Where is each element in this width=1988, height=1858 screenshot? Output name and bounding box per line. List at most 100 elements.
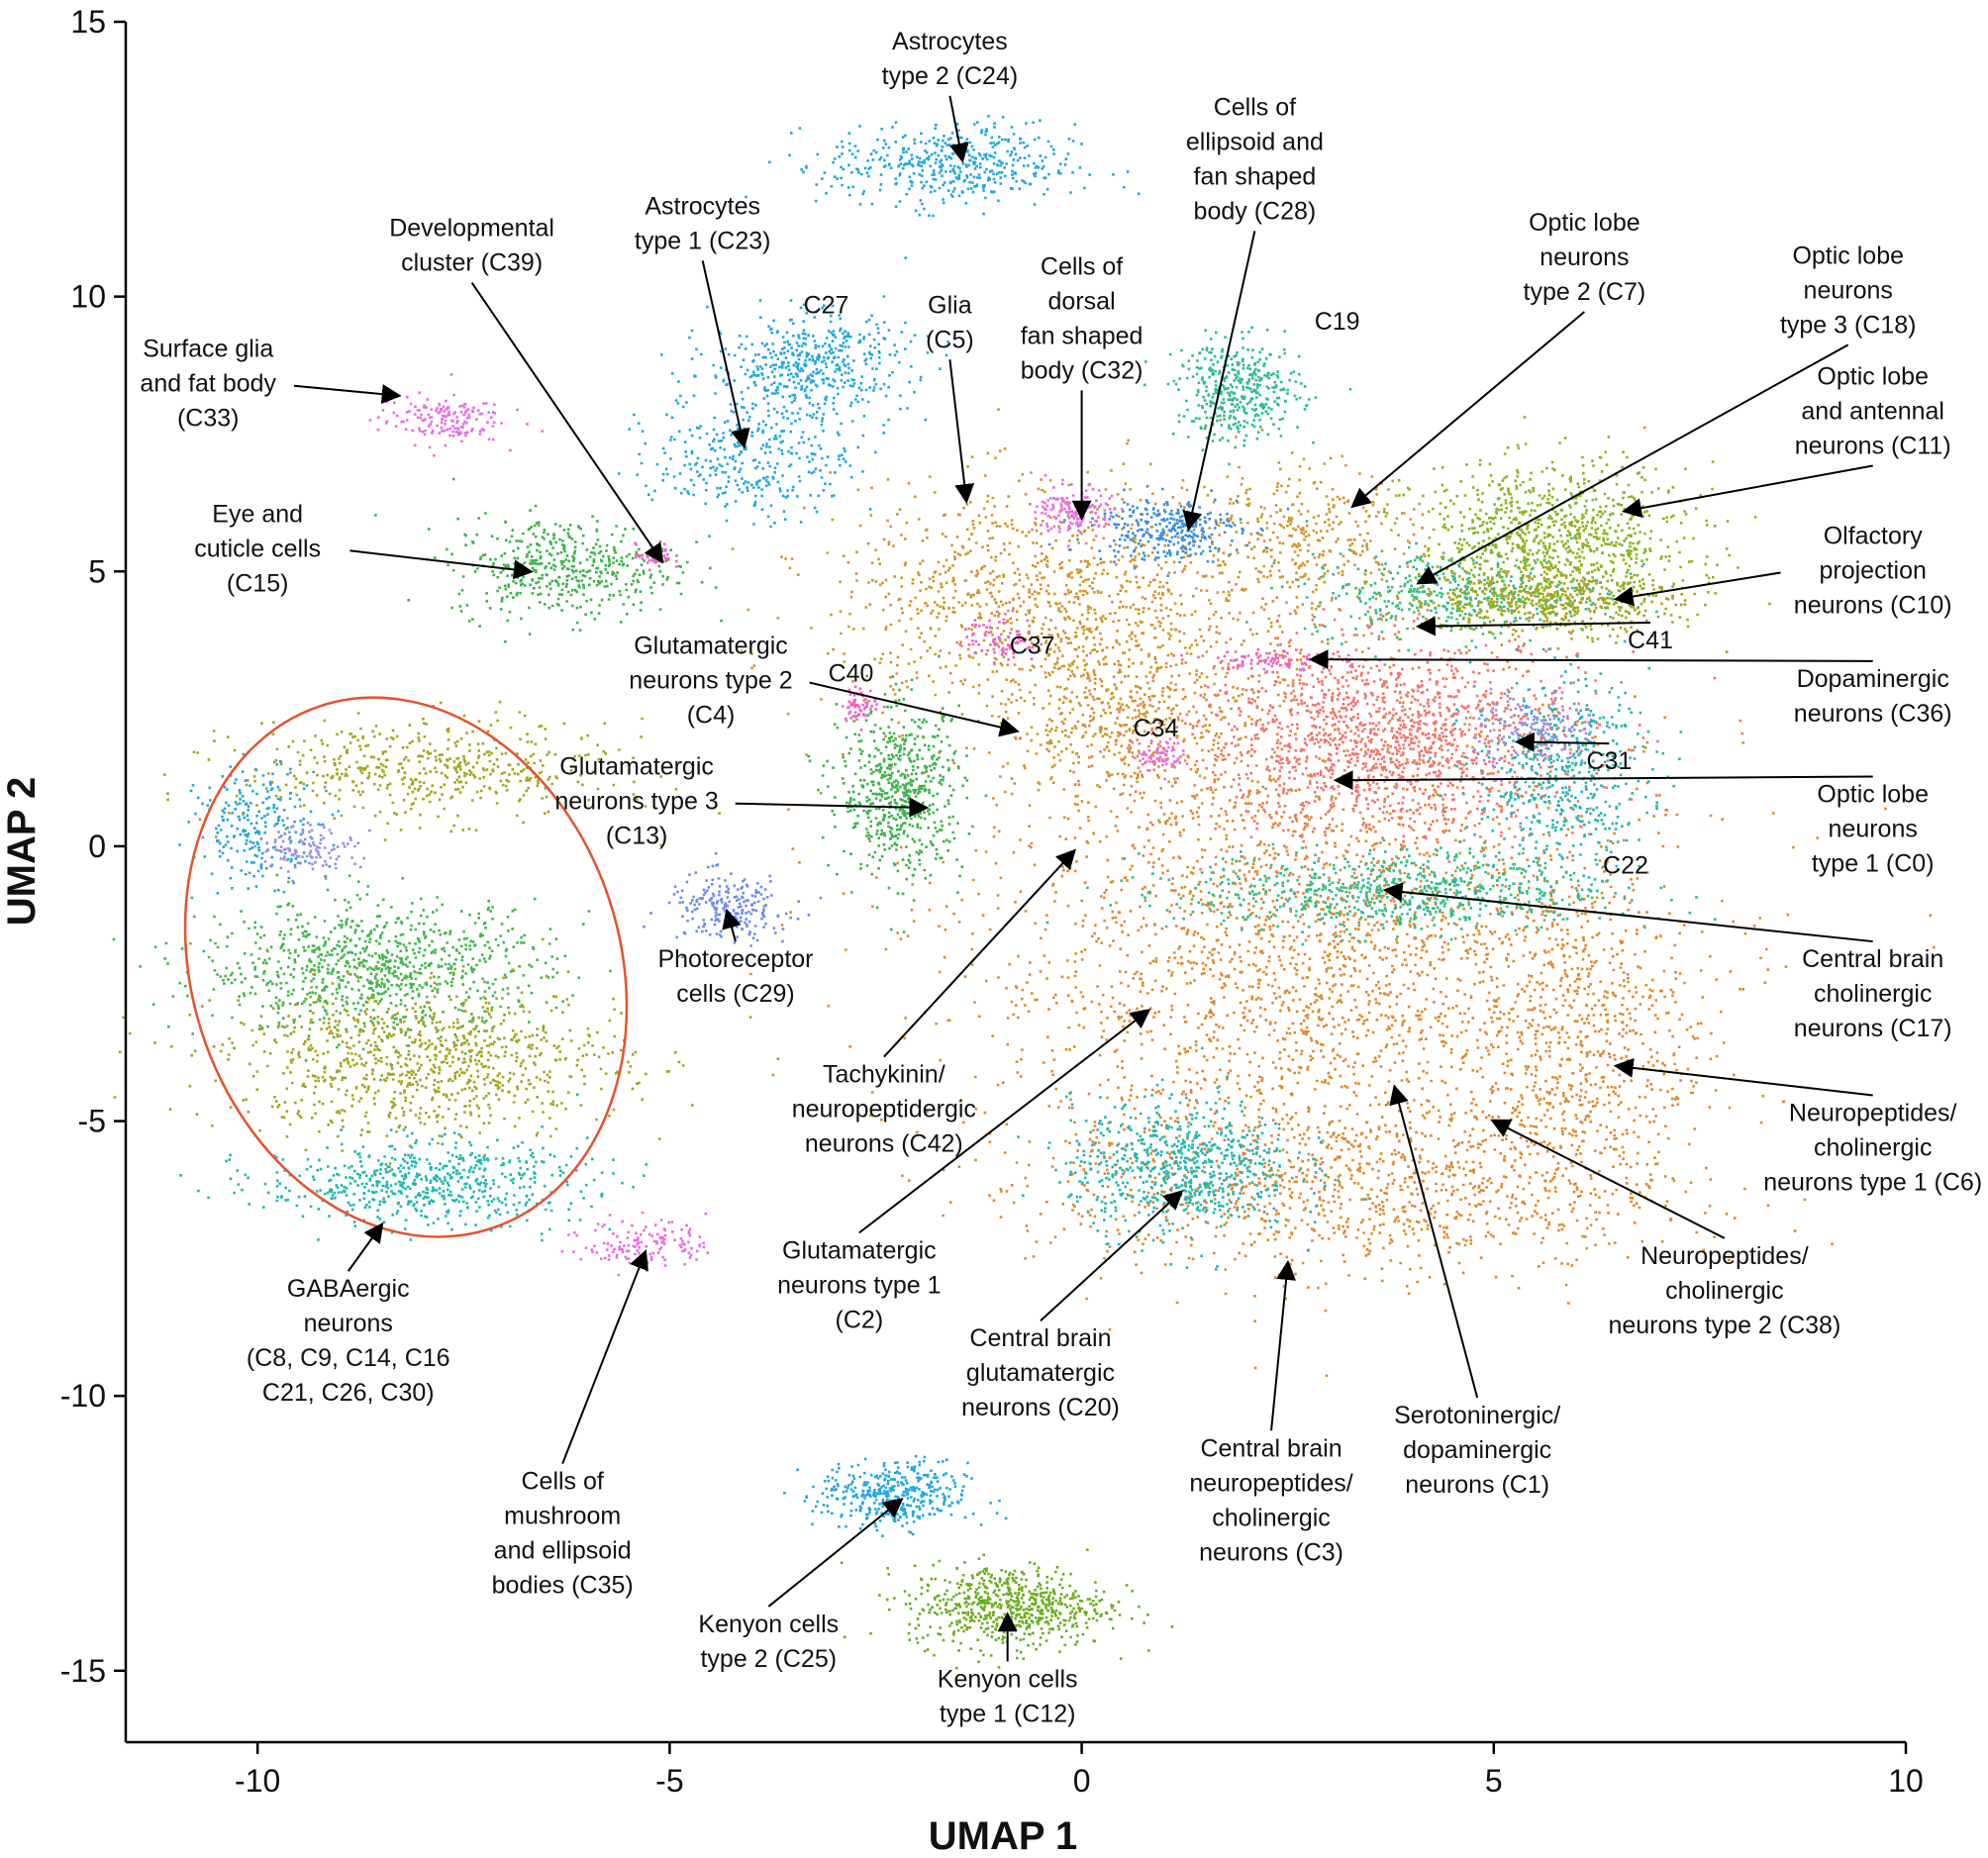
annotation-kc-t1: Kenyon cells type 1 (C12): [938, 1612, 1078, 1727]
annotation-c40: C40: [829, 659, 874, 687]
cluster-points-c-sky-c23: [617, 365, 877, 538]
annotation-optic-t2: Optic lobe neurons type 2 (C7): [1350, 209, 1646, 509]
x-tick-label: -5: [655, 1763, 683, 1799]
annotation-arrow: [948, 95, 969, 163]
annotation-label: C37: [1010, 633, 1055, 660]
cluster-points-c-magenta-c33: [368, 373, 544, 457]
annotation-label: Central brain glutamatergic neurons (C20): [961, 1324, 1120, 1421]
annotation-cb-cholinergic: Central brain cholinergic neurons (C17): [1382, 882, 1952, 1042]
cluster-points-c-teal-bottom: [1017, 1046, 1367, 1271]
cluster-points-c-gaba-lav: [253, 817, 371, 883]
cluster-c-lime-tri: [1361, 416, 1845, 653]
cluster-points-c-pink-c39: [634, 539, 678, 572]
annotation-label: Glutamatergic neurons type 3 (C13): [554, 753, 718, 850]
cluster-c-magenta-c32: [1030, 471, 1124, 547]
annotation-olfactory: Olfactory projection neurons (C10): [1613, 523, 1952, 620]
annotation-neuropep-t1: Neuropeptides/cholinergic neurons type 1 …: [1613, 1057, 1982, 1197]
annotation-label: GABAergic neurons (C8, C9, C14, C16 C21, C2…: [247, 1275, 450, 1407]
annotation-arrow: [1270, 1259, 1297, 1431]
annotation-label: C41: [1628, 627, 1673, 654]
annotation-arrow: [1389, 1084, 1479, 1399]
annotation-label: Optic lobe neurons type 2 (C7): [1524, 209, 1646, 306]
x-tick-label: 10: [1888, 1763, 1924, 1799]
cluster-c-blue-c28: [1047, 485, 1290, 577]
annotation-arrow: [1514, 732, 1610, 752]
annotation-arrow: [470, 281, 664, 564]
annotation-arrow: [293, 384, 402, 405]
cluster-c-sky-c23: [617, 365, 877, 538]
axes: -10 -5 0 5 10 15 10 5 0 -5 -10 -15: [60, 4, 1924, 1799]
annotation-kc-t2: Kenyon cells type 2 (C25): [698, 1498, 904, 1673]
cluster-points-c-sky-c27: [659, 256, 949, 435]
annotation-eye-cuticle: Eye and cuticle cells (C15): [194, 500, 534, 597]
annotation-c22: C22: [1603, 852, 1648, 880]
annotation-label: Astrocytes type 2 (C24): [882, 28, 1019, 90]
cluster-points-c-gold-top: [1146, 419, 1448, 684]
annotation-label: Optic lobe neurons type 1 (C0): [1812, 780, 1935, 877]
annotation-arrow: [1182, 231, 1256, 532]
annotation-label: Serotoninergic/dopaminergic neurons (C1): [1394, 1402, 1560, 1499]
cluster-c-green-left: [807, 654, 1014, 933]
cluster-points-c-pink-c40: [841, 685, 886, 732]
annotation-label: Surface glia and fat body (C33): [140, 336, 276, 433]
cluster-points-c-gaba-green: [112, 867, 684, 1082]
annotation-glut-t3: Glutamatergic neurons type 3 (C13): [554, 753, 930, 850]
annotation-arrow: [1622, 464, 1873, 519]
annotation-arrow: [349, 549, 534, 580]
annotation-c19: C19: [1315, 308, 1360, 336]
annotation-arrow: [883, 848, 1076, 1058]
cluster-c-pink-c39: [634, 539, 678, 572]
cluster-c-seagreen-mid: [1045, 838, 1717, 946]
cluster-c-gaba-lav: [253, 817, 371, 883]
cluster-points-c-gaba-olive-low: [113, 937, 780, 1173]
annotation-arrow: [735, 797, 930, 818]
annotation-ellipsoid-fan: Cells of ellipsoid and fan shaped body (C28…: [1182, 93, 1324, 532]
annotation-label: Cells of dorsal fan shaped body (C32): [1021, 252, 1143, 384]
annotation-glut-t1: Glutamatergic neurons type 1 (C2): [777, 1009, 1151, 1333]
cluster-points-c-seagreen-upper: [1201, 520, 1665, 658]
annotation-arrow: [1333, 770, 1873, 791]
cluster-points-c-pink-c37: [958, 609, 1043, 666]
annotation-arrow: [1040, 1190, 1184, 1321]
cluster-c-kc25: [783, 1454, 1008, 1537]
annotation-arrow: [701, 260, 750, 449]
annotation-serotonergic: Serotoninergic/dopaminergic neurons (C1): [1389, 1084, 1560, 1499]
cluster-c-pink-c36: [1180, 648, 1353, 674]
annotation-dorsal-fan: Cells of dorsal fan shaped body (C32): [1021, 252, 1143, 521]
cluster-points-c-olive-low: [1378, 548, 1715, 650]
y-tick-label: 10: [70, 279, 106, 315]
annotation-label: Kenyon cells type 2 (C25): [698, 1611, 839, 1673]
cluster-points-c-lime-tri: [1361, 416, 1845, 653]
cluster-c-gaba-teal: [179, 1093, 648, 1242]
annotation-label: Cells of ellipsoid and fan shaped body (C28…: [1186, 93, 1324, 225]
cluster-c-sky-c24: [745, 115, 1141, 218]
annotation-arrow: [561, 1249, 648, 1464]
cluster-points-c-main-orange-low: [848, 1081, 1834, 1296]
annotation-surface-glia: Surface glia and fat body (C33): [140, 336, 402, 433]
annotation-c31: C31: [1514, 732, 1632, 775]
annotation-label: Optic lobe neurons type 3 (C18): [1780, 242, 1917, 339]
annotation-cb-glutamatergic: Central brain glutamatergic neurons (C20): [961, 1190, 1184, 1421]
annotation-optic-t3: Optic lobe neurons type 3 (C18): [1416, 242, 1917, 585]
annotation-label: Optic lobe and antennal neurons (C11): [1795, 362, 1951, 459]
cluster-c-main-orange-low: [848, 1081, 1834, 1296]
annotation-optic-antennal: Optic lobe and antennal neurons (C11): [1622, 362, 1951, 519]
annotation-dev-cluster: Developmental cluster (C39): [389, 215, 664, 564]
cluster-c-seagreen-upper: [1201, 520, 1665, 658]
annotation-arrow: [1416, 343, 1849, 585]
annotation-photoreceptor: Photoreceptor cells (C29): [657, 908, 814, 1008]
annotation-arrow: [1350, 311, 1586, 509]
annotation-label: Tachykinin/neuropeptidergic neurons (C42): [792, 1061, 976, 1158]
cluster-c-sky-c27: [659, 256, 949, 435]
annotation-arrow: [1382, 882, 1873, 943]
gaba-ellipse-layer: [183, 696, 629, 1238]
annotation-label: C19: [1315, 308, 1360, 336]
annotation-label: Dopaminergic neurons (C36): [1794, 665, 1952, 728]
annotation-label: C27: [804, 291, 849, 319]
x-tick-label: 0: [1073, 1763, 1091, 1799]
annotation-label: Glutamatergic neurons type 2 (C4): [629, 633, 792, 730]
x-axis-title: UMAP 1: [929, 1814, 1077, 1858]
annotation-label: Glia (C5): [926, 291, 974, 353]
annotation-astro-t1: Astrocytes type 1 (C23): [635, 192, 770, 449]
annotation-glia-c5: Glia (C5): [926, 291, 975, 505]
